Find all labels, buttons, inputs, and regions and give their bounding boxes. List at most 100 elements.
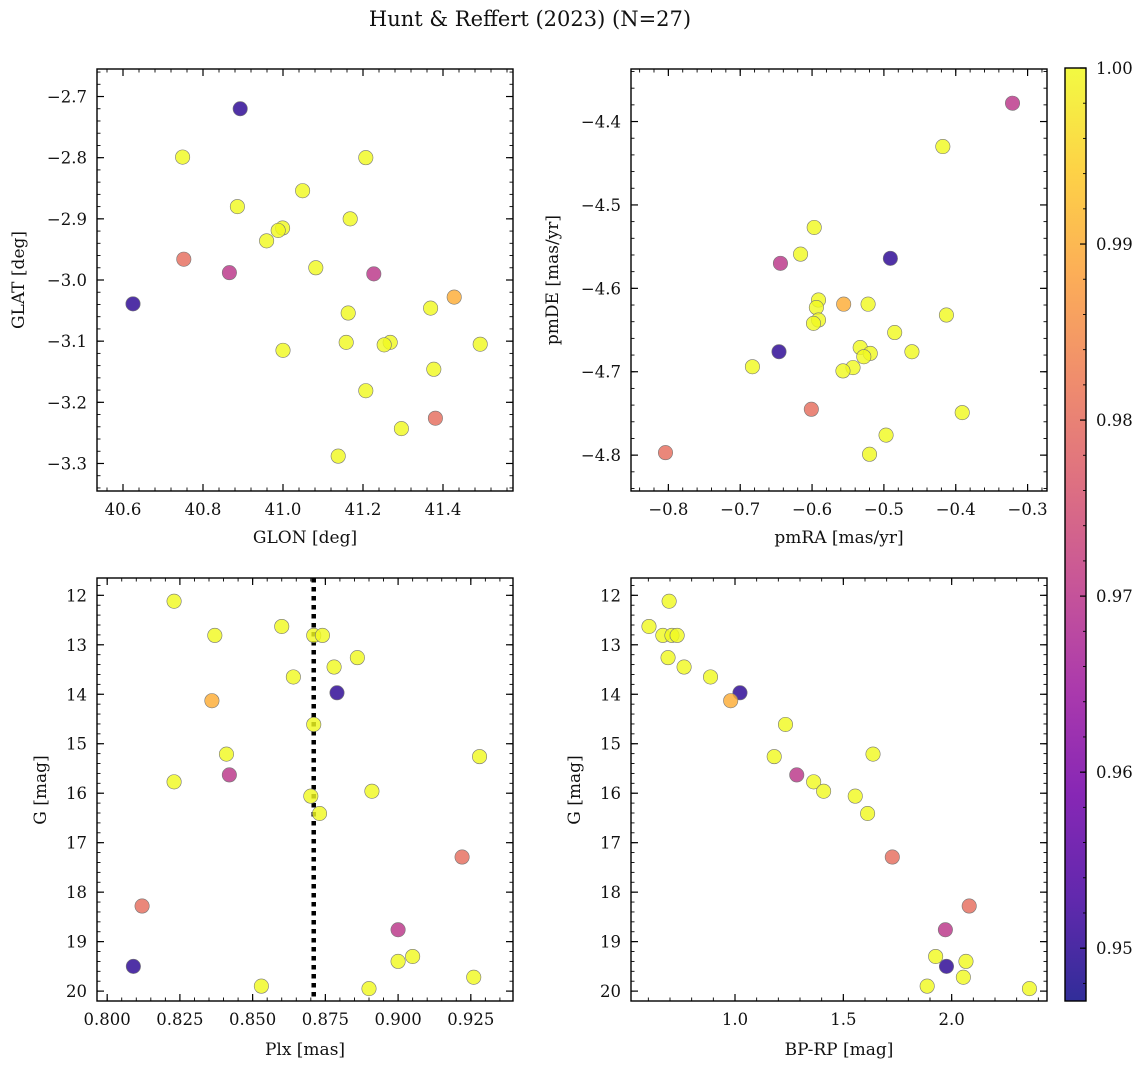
panel-pmra-pmde: −0.8 −0.7 −0.6 −0.5 −0.4 −0.3 −4.4 −4.5 −4.6 −4.7… bbox=[543, 68, 1048, 548]
x-tick-label: 1.0 bbox=[722, 1010, 748, 1029]
scatter-point bbox=[789, 767, 805, 783]
scatter-point bbox=[472, 749, 488, 765]
y-tick-label: 13 bbox=[66, 636, 87, 655]
scatter-point bbox=[1021, 981, 1037, 997]
scatter-point bbox=[338, 334, 354, 350]
colorbar-tick-label: 0.96 bbox=[1096, 763, 1133, 782]
scatter-point bbox=[472, 336, 488, 352]
scatter-point bbox=[308, 260, 324, 276]
scatter-point bbox=[314, 627, 330, 643]
y-tick-label: 15 bbox=[600, 735, 621, 754]
scatter-point bbox=[295, 183, 311, 199]
scatter-point bbox=[134, 898, 150, 914]
panel-0-ylabel: GLAT [deg] bbox=[9, 231, 29, 329]
colorbar-tick-label: 0.95 bbox=[1096, 939, 1133, 958]
scatter-point bbox=[744, 359, 760, 375]
panel-2-ticks: 0.800 0.825 0.850 0.875 0.900 0.925 12 13 14 15 16… bbox=[66, 578, 513, 1029]
scatter-point bbox=[938, 307, 954, 323]
scatter-point bbox=[361, 981, 377, 997]
scatter-point bbox=[856, 349, 872, 365]
panel-0-ticks: 40.6 40.8 41.0 41.2 41.4 −2.7 −2.8 −2.9 −3.0 −3.1… bbox=[47, 69, 513, 519]
panel-3-frame bbox=[630, 577, 1048, 1002]
panel-0-points bbox=[125, 101, 488, 464]
scatter-point bbox=[466, 969, 482, 985]
scatter-point bbox=[204, 693, 220, 709]
x-tick-label: 0.875 bbox=[302, 1010, 349, 1029]
y-tick-label: 18 bbox=[66, 883, 87, 902]
panel-1-frame bbox=[630, 68, 1048, 492]
scatter-point bbox=[232, 101, 248, 117]
colorbar-ticks: 0.95 0.96 0.97 0.98 0.99 1.00 bbox=[1080, 59, 1133, 984]
scatter-point bbox=[955, 969, 971, 985]
y-tick-label: 20 bbox=[66, 982, 87, 1001]
colorbar-tick-label: 0.99 bbox=[1096, 235, 1133, 254]
scatter-point bbox=[274, 618, 290, 634]
scatter-point bbox=[221, 767, 237, 783]
y-tick-label: −3.2 bbox=[47, 393, 87, 412]
colorbar-tick-label: 0.98 bbox=[1096, 411, 1133, 430]
scatter-point bbox=[303, 788, 319, 804]
x-tick-label: 1.5 bbox=[830, 1010, 856, 1029]
scatter-point bbox=[358, 150, 374, 166]
scatter-point bbox=[806, 774, 822, 790]
scatter-point bbox=[803, 401, 819, 417]
scatter-point bbox=[835, 363, 851, 379]
x-tick-label: 2.0 bbox=[939, 1010, 965, 1029]
scatter-point bbox=[306, 716, 322, 732]
scatter-point bbox=[349, 650, 365, 666]
scatter-point bbox=[777, 716, 793, 732]
x-tick-label: 0.800 bbox=[84, 1010, 131, 1029]
scatter-point bbox=[935, 139, 951, 155]
scatter-point bbox=[806, 219, 822, 235]
scatter-point bbox=[887, 325, 903, 341]
scatter-point bbox=[326, 659, 342, 675]
colorbar-frame bbox=[1064, 67, 1087, 1002]
scatter-point bbox=[259, 233, 275, 249]
x-tick-label: 0.900 bbox=[374, 1010, 421, 1029]
y-tick-label: −2.7 bbox=[47, 88, 87, 107]
scatter-point bbox=[446, 289, 462, 305]
scatter-point bbox=[862, 446, 878, 462]
scatter-point bbox=[166, 774, 182, 790]
scatter-point bbox=[836, 296, 852, 312]
panel-0-xlabel: GLON [deg] bbox=[253, 528, 357, 548]
x-tick-label: 0.850 bbox=[229, 1010, 276, 1029]
panel-3-points bbox=[641, 593, 1037, 997]
scatter-point bbox=[961, 898, 977, 914]
scatter-point bbox=[808, 300, 824, 316]
scatter-point bbox=[390, 922, 406, 938]
scatter-point bbox=[393, 421, 409, 437]
x-tick-label: 0.925 bbox=[447, 1010, 494, 1029]
scatter-point bbox=[919, 978, 935, 994]
scatter-point bbox=[860, 805, 876, 821]
scatter-point bbox=[390, 953, 406, 969]
scatter-point bbox=[329, 685, 345, 701]
scatter-point bbox=[676, 659, 692, 675]
colorbar-gradient bbox=[1065, 68, 1086, 1001]
scatter-point bbox=[270, 222, 286, 238]
scatter-point bbox=[454, 849, 470, 865]
y-tick-label: 20 bbox=[600, 982, 621, 1001]
scatter-point bbox=[423, 300, 439, 316]
y-tick-label: −3.1 bbox=[47, 332, 87, 351]
scatter-point bbox=[669, 627, 685, 643]
x-tick-label: 41.0 bbox=[265, 500, 302, 519]
panel-glon-glat: 40.6 40.8 41.0 41.2 41.4 −2.7 −2.8 −2.9 −3.0 −3.1… bbox=[9, 68, 514, 548]
scatter-point bbox=[285, 669, 301, 685]
scatter-point bbox=[218, 746, 234, 762]
y-tick-label: 19 bbox=[600, 933, 621, 952]
y-tick-label: 14 bbox=[600, 685, 621, 704]
panel-2-points bbox=[125, 593, 488, 997]
x-tick-label: 41.2 bbox=[345, 500, 382, 519]
scatter-point bbox=[816, 783, 832, 799]
y-tick-label: −3.0 bbox=[47, 271, 87, 290]
scatter-point bbox=[723, 693, 739, 709]
y-tick-label: 19 bbox=[66, 933, 87, 952]
y-tick-label: −4.4 bbox=[581, 113, 621, 132]
y-tick-label: −4.8 bbox=[581, 446, 621, 465]
y-tick-label: 15 bbox=[66, 735, 87, 754]
scatter-point bbox=[805, 315, 821, 331]
panel-1-ylabel: pmDE [mas/yr] bbox=[543, 215, 563, 345]
